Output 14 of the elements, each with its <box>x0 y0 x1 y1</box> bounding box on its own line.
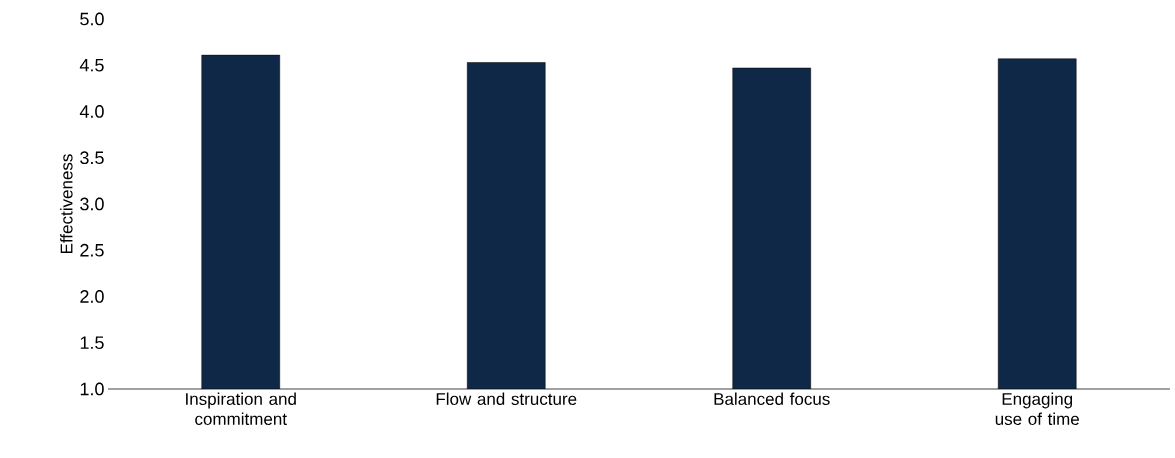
y-tick-label: 3.0 <box>80 197 104 211</box>
x-tick-label: Engaging use of time <box>995 392 1079 426</box>
y-tick-label: 4.0 <box>79 105 104 118</box>
y-tick-label: 3.5 <box>80 151 104 165</box>
y-tick-label: 4.5 <box>79 58 104 72</box>
y-tick-label: 2.0 <box>80 290 104 303</box>
y-tick-label: 1.5 <box>80 336 104 350</box>
x-tick-label: Flow and structure <box>436 392 577 406</box>
y-axis-title: Effectiveness <box>60 154 73 253</box>
x-tick-label: Balanced focus <box>714 392 830 406</box>
y-tick-label: 5.0 <box>80 12 104 26</box>
x-tick-label: Inspiration and commitment <box>186 392 296 426</box>
y-tick-label: 2.5 <box>80 243 104 257</box>
y-tick-label: 1.0 <box>80 382 104 396</box>
